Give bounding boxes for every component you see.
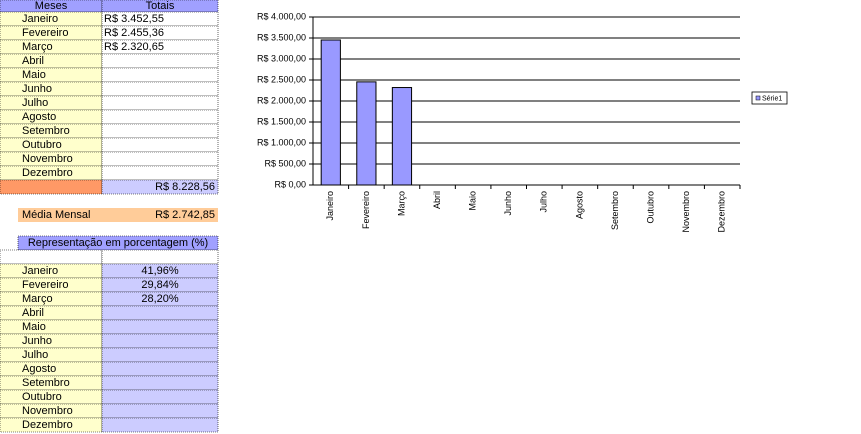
cell [101, 109, 219, 125]
legend-label: Série1 [762, 95, 782, 102]
x-tick-label: Junho [503, 191, 513, 216]
y-tick-label: R$ 500,00 [264, 158, 306, 168]
cell [101, 403, 219, 419]
x-tick-label: Março [396, 191, 406, 216]
month: Julho [22, 349, 48, 361]
y-tick-label: R$ 0,00 [274, 179, 306, 189]
y-tick-label: R$ 1.000,00 [257, 137, 306, 147]
legend-swatch [755, 95, 761, 101]
month: Maio [22, 321, 46, 333]
cell [0, 305, 103, 321]
y-tick-label: R$ 2.000,00 [257, 95, 306, 105]
cell [0, 179, 103, 195]
cell [101, 81, 219, 97]
x-tick-label: Setembro [610, 191, 620, 230]
month: Outubro [22, 391, 62, 403]
cell [101, 67, 219, 83]
month: Outubro [22, 139, 62, 151]
bar [391, 87, 413, 186]
cell [101, 417, 219, 433]
month: Dezembro [22, 419, 73, 431]
cell [101, 95, 219, 111]
cell [101, 347, 219, 363]
month: Junho [22, 83, 52, 95]
y-tick-label: R$ 1.500,00 [257, 116, 306, 126]
x-tick-label: Julho [539, 191, 549, 213]
month: Agosto [22, 111, 56, 123]
header: Totais [146, 0, 175, 12]
month: Setembro [22, 377, 70, 389]
x-tick-label: Abril [432, 191, 442, 209]
month: Setembro [22, 125, 70, 137]
x-tick-label: Fevereiro [361, 191, 371, 229]
cell [0, 249, 103, 265]
percent: 28,20% [141, 293, 179, 305]
cell [101, 165, 219, 181]
legend-box [751, 91, 788, 105]
month: Dezembro [22, 167, 73, 179]
bar [320, 39, 341, 186]
total: R$ 3.452,55 [104, 13, 164, 25]
x-tick-label: Maio [468, 191, 478, 211]
cell [0, 319, 103, 335]
x-tick-label: Novembro [681, 191, 691, 233]
cell [0, 67, 103, 83]
cell [101, 389, 219, 405]
cell [101, 319, 219, 335]
cell [0, 53, 103, 69]
month: Março [22, 41, 53, 53]
cell [101, 179, 219, 195]
cell [101, 361, 219, 377]
y-tick-label: R$ 3.000,00 [257, 53, 306, 63]
month: Março [22, 293, 53, 305]
cell [101, 375, 219, 391]
percent: 41,96% [141, 265, 179, 277]
cell [101, 249, 219, 265]
cell [101, 53, 219, 69]
month: Julho [22, 97, 48, 109]
average-value: R$ 2.742,85 [155, 209, 215, 221]
month: Novembro [22, 405, 73, 417]
cell [101, 137, 219, 153]
sum: R$ 8.228,56 [155, 181, 215, 193]
y-tick-label: R$ 4.000,00 [257, 11, 306, 21]
total: R$ 2.455,36 [104, 27, 164, 39]
cell [101, 123, 219, 139]
month: Fevereiro [22, 27, 68, 39]
month: Janeiro [22, 13, 58, 25]
cell [0, 347, 103, 363]
month: Maio [22, 69, 46, 81]
month: Abril [22, 307, 44, 319]
y-tick-label: R$ 2.500,00 [257, 74, 306, 84]
month: Janeiro [22, 265, 58, 277]
percent-title: Representação em porcentagem (%) [28, 237, 208, 249]
total: R$ 2.320,65 [104, 41, 164, 53]
month: Novembro [22, 153, 73, 165]
average-box [18, 208, 218, 222]
month: Abril [22, 55, 44, 67]
cell [101, 333, 219, 349]
cell [0, 95, 103, 111]
month: Fevereiro [22, 279, 68, 291]
header: Meses [35, 0, 68, 12]
cell [101, 305, 219, 321]
x-tick-label: Janeiro [325, 191, 335, 221]
month: Junho [22, 335, 52, 347]
month: Agosto [22, 363, 56, 375]
average-label: Média Mensal [22, 209, 90, 221]
bar [356, 81, 377, 186]
x-tick-label: Agosto [574, 191, 584, 219]
percent: 29,84% [141, 279, 179, 291]
x-tick-label: Dezembro [717, 191, 727, 233]
x-tick-label: Outubro [645, 191, 655, 224]
cell [101, 151, 219, 167]
y-tick-label: R$ 3.500,00 [257, 32, 306, 42]
